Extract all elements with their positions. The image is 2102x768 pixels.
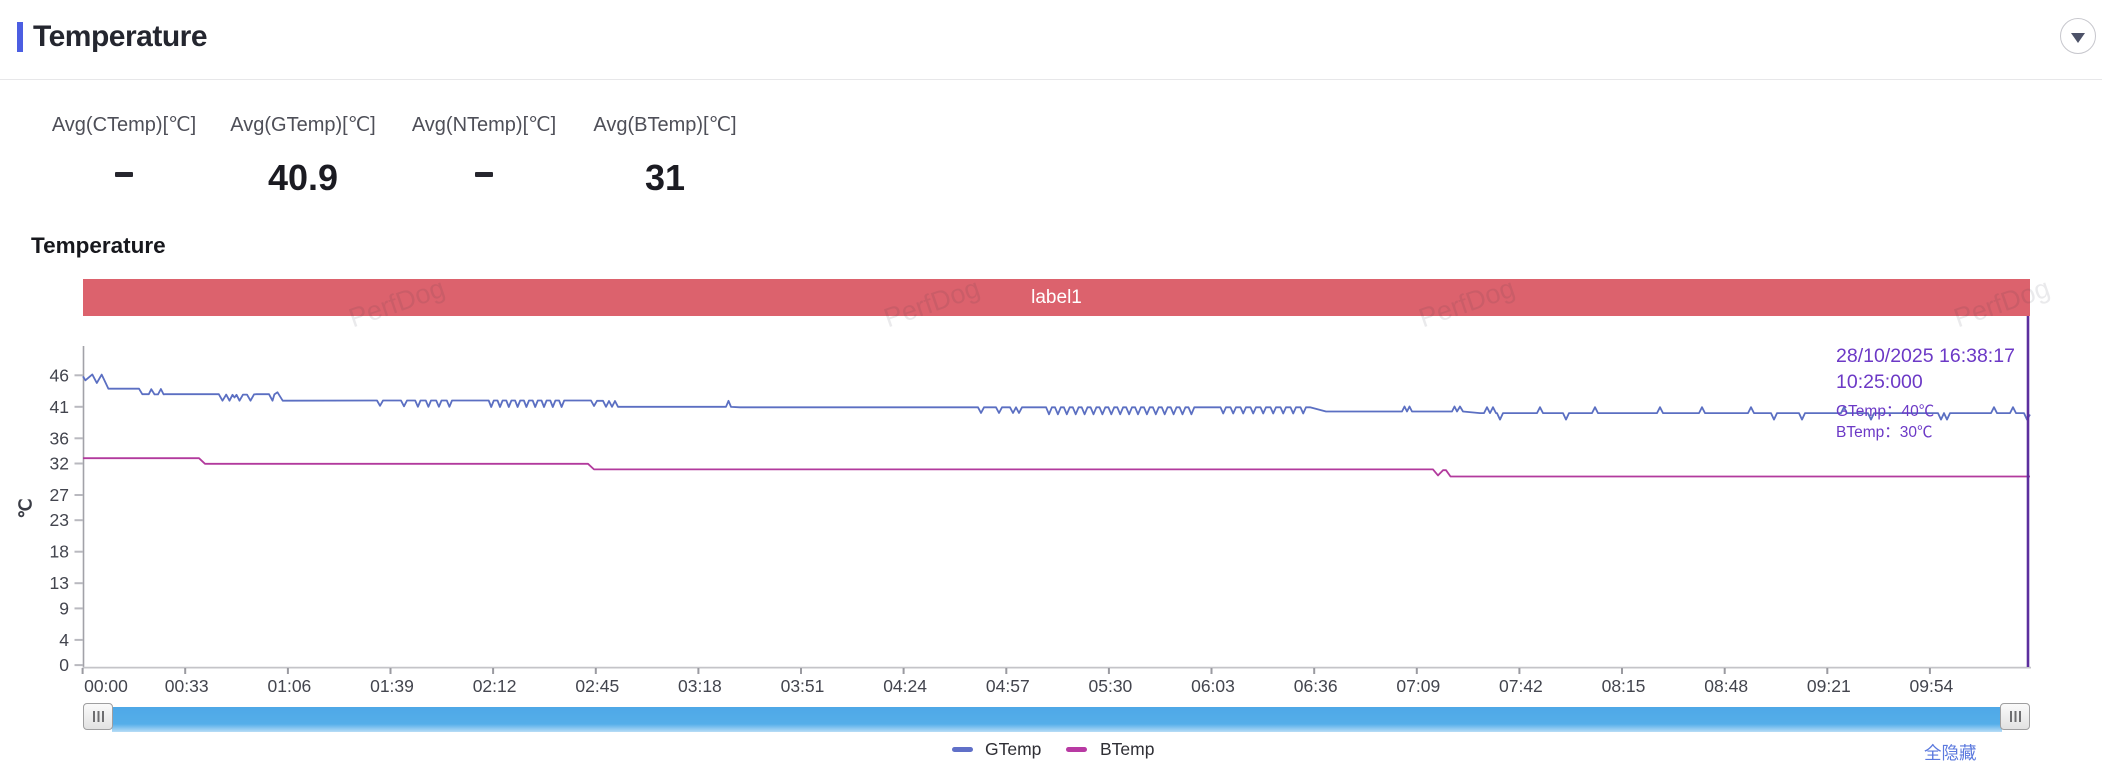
svg-text:01:06: 01:06 — [268, 676, 312, 696]
svg-text:00:00: 00:00 — [84, 676, 128, 696]
svg-text:32: 32 — [50, 454, 69, 474]
svg-text:4: 4 — [59, 630, 69, 650]
svg-text:27: 27 — [50, 485, 69, 505]
svg-text:00:33: 00:33 — [165, 676, 209, 696]
svg-text:36: 36 — [50, 428, 69, 448]
svg-text:41: 41 — [50, 397, 69, 417]
svg-text:9: 9 — [59, 598, 69, 618]
svg-text:13: 13 — [50, 573, 69, 593]
svg-text:08:15: 08:15 — [1602, 676, 1646, 696]
svg-text:46: 46 — [50, 365, 69, 385]
svg-text:06:36: 06:36 — [1294, 676, 1338, 696]
svg-text:03:51: 03:51 — [781, 676, 825, 696]
svg-text:18: 18 — [50, 542, 69, 562]
svg-text:09:21: 09:21 — [1807, 676, 1851, 696]
svg-text:04:24: 04:24 — [883, 676, 927, 696]
svg-text:04:57: 04:57 — [986, 676, 1030, 696]
svg-text:03:18: 03:18 — [678, 676, 722, 696]
svg-text:06:03: 06:03 — [1191, 676, 1235, 696]
svg-text:02:45: 02:45 — [575, 676, 619, 696]
svg-text:09:54: 09:54 — [1910, 676, 1954, 696]
svg-text:23: 23 — [50, 510, 69, 530]
svg-text:02:12: 02:12 — [473, 676, 517, 696]
svg-text:07:09: 07:09 — [1396, 676, 1440, 696]
svg-text:07:42: 07:42 — [1499, 676, 1543, 696]
svg-text:01:39: 01:39 — [370, 676, 414, 696]
svg-text:0: 0 — [59, 655, 69, 675]
svg-text:08:48: 08:48 — [1704, 676, 1748, 696]
svg-text:05:30: 05:30 — [1089, 676, 1133, 696]
